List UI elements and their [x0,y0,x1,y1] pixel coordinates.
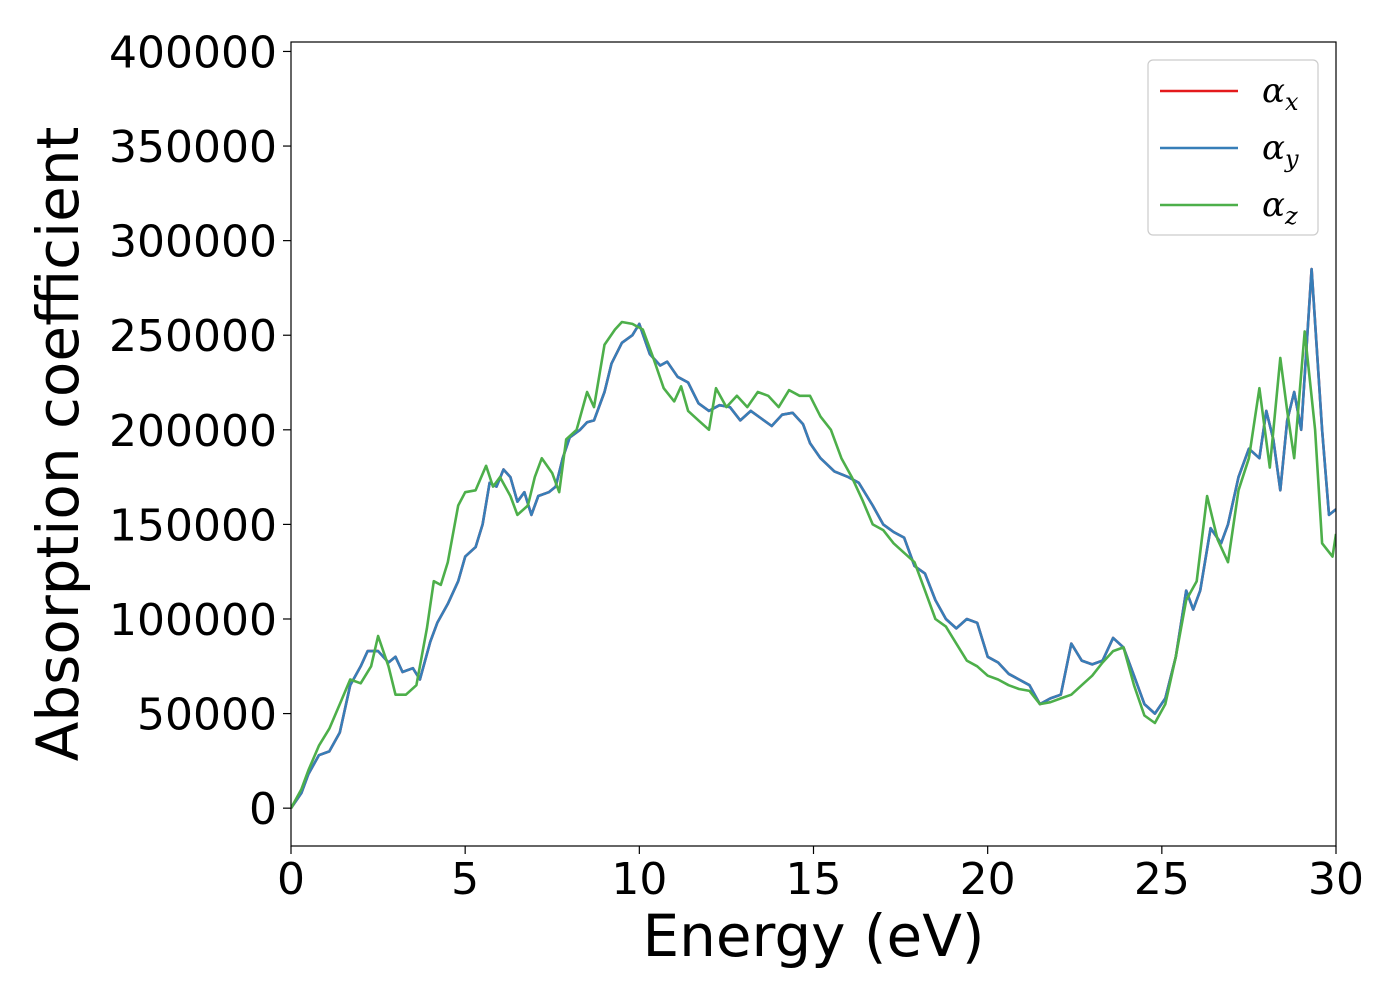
series-line-x [291,267,1336,809]
y-tick-label: 100000 [109,595,277,646]
legend-label-z: αz [1262,185,1298,230]
y-tick-label: 300000 [109,217,277,268]
y-axis-title: Absorption coefficient [24,127,92,762]
x-tick-label: 30 [1308,854,1364,905]
series-line-y [291,267,1336,809]
series-layer [291,267,1336,809]
y-tick-label: 50000 [137,690,277,741]
x-axis-ticks: 0 5 10 15 20 25 30 [277,846,1364,905]
y-tick-label: 350000 [109,122,277,173]
y-tick-label: 200000 [109,406,277,457]
x-tick-label: 5 [451,854,479,905]
legend-label-x: αx [1262,71,1299,116]
x-tick-label: 20 [960,854,1016,905]
y-axis-ticks: 0 50000 100000 150000 200000 250000 300000 3500… [109,27,291,835]
legend-label-y: αy [1262,128,1299,173]
y-tick-label: 400000 [109,27,277,78]
y-tick-label: 150000 [109,500,277,551]
series-line-z [291,320,1336,809]
x-tick-label: 0 [277,854,305,905]
x-tick-label: 10 [611,854,667,905]
y-tick-label: 0 [249,784,277,835]
legend: αx αy αz [1147,59,1319,236]
x-tick-label: 15 [786,854,842,905]
x-tick-label: 25 [1134,854,1190,905]
x-axis-title: Energy (eV) [642,902,984,970]
y-tick-label: 250000 [109,311,277,362]
